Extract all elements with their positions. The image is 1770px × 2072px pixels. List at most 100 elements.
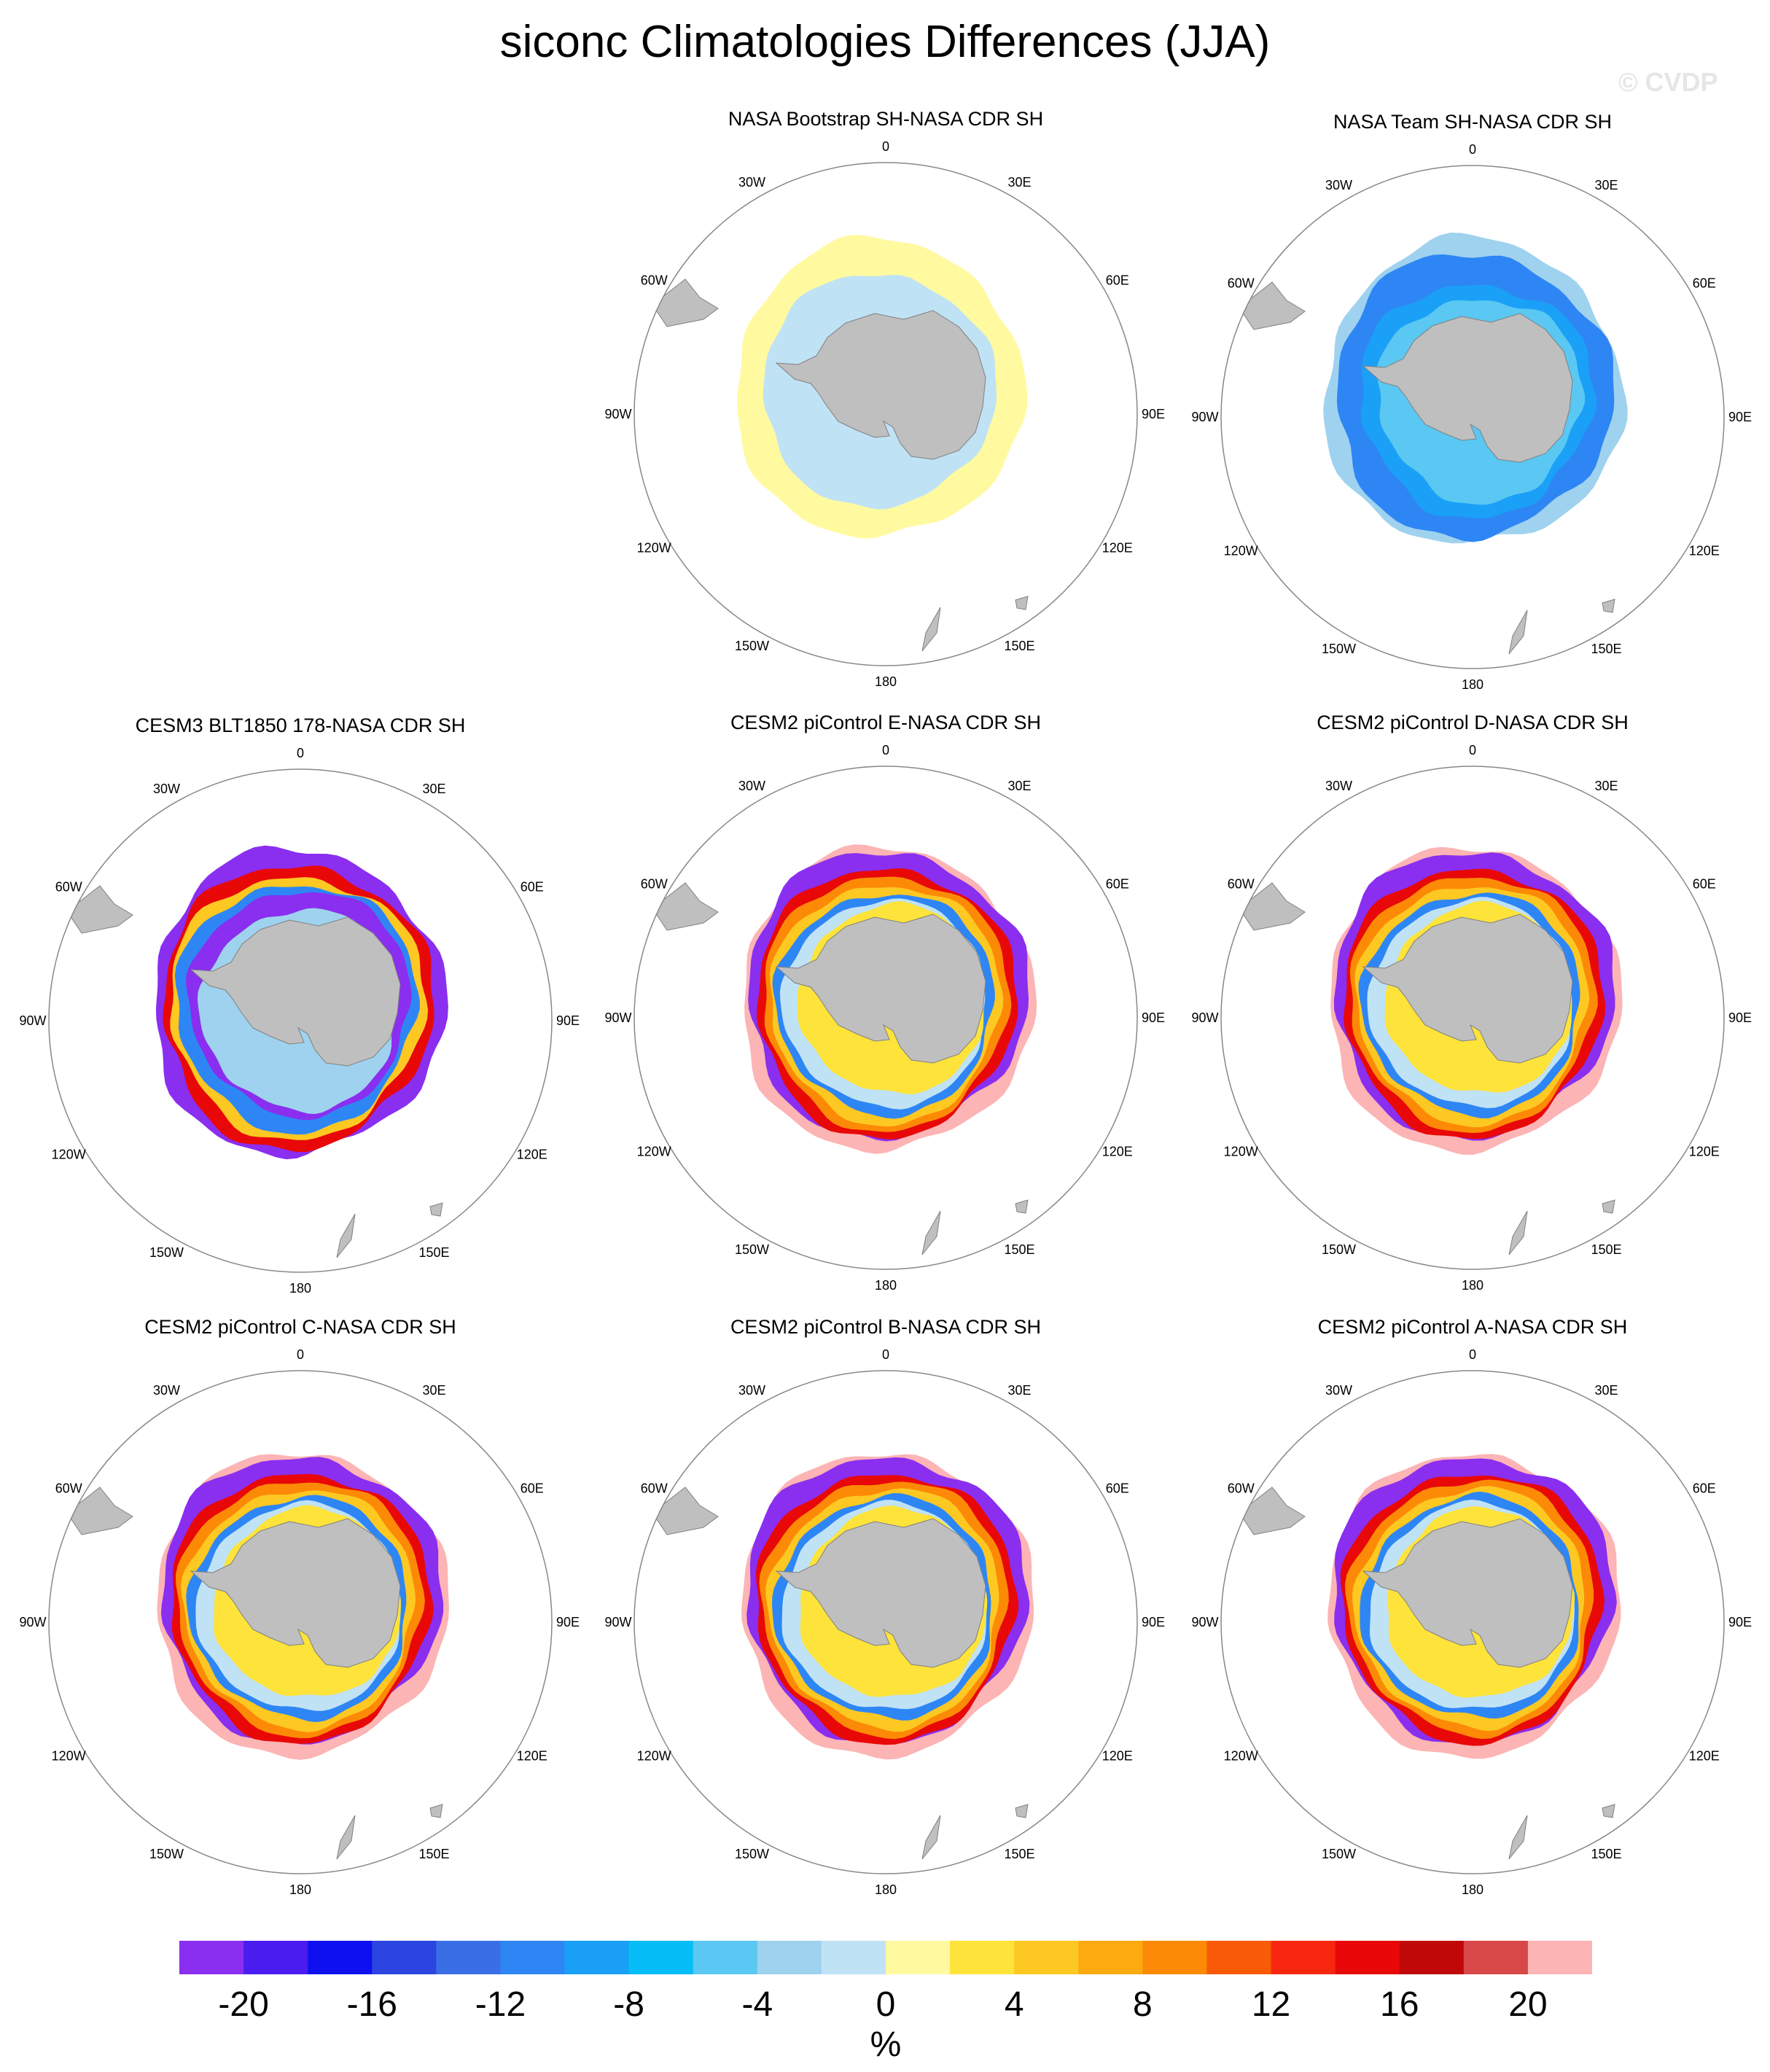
colorbar-box [1014, 1941, 1079, 1974]
colorbar-box [1206, 1941, 1272, 1974]
longitude-label: 150W [149, 1245, 184, 1260]
longitude-label: 60W [641, 877, 668, 892]
longitude-label: 90E [556, 1013, 580, 1028]
longitude-label: 120W [637, 1145, 671, 1159]
tasmania-landmass [1015, 1199, 1029, 1214]
longitude-label: 90W [604, 407, 631, 421]
longitude-label: 120W [637, 541, 671, 556]
longitude-label: 0 [882, 1347, 889, 1362]
longitude-label: 0 [1469, 142, 1476, 157]
longitude-label: 120E [1689, 1749, 1720, 1764]
longitude-label: 90W [604, 1010, 631, 1025]
longitude-label: 60E [521, 880, 544, 895]
longitude-label: 150E [1591, 1242, 1621, 1257]
colorbar-units: % [870, 2025, 902, 2064]
tasmania-landmass [1015, 596, 1029, 610]
watermark: © CVDP [1618, 67, 1718, 97]
antarctica-landmass [190, 1518, 401, 1668]
longitude-label: 30E [1007, 1383, 1031, 1398]
polar-map: 0 30E 60E 90E 120E 150E 180 150W 120W 90W 60W 30W [1191, 1347, 1752, 1897]
longitude-label: 120E [1102, 1749, 1133, 1764]
south-america-landmass [652, 882, 719, 931]
colorbar-tick-label: 12 [1251, 1985, 1291, 2024]
map-panel: NASA Team SH-NASA CDR SH 0 30E 60E 90E 120E 15… [1181, 111, 1764, 723]
south-america-landmass [652, 1487, 719, 1535]
longitude-label: 180 [875, 1278, 897, 1293]
colorbar-tick-label: -20 [218, 1985, 269, 2024]
longitude-label: 30W [1325, 779, 1352, 793]
antarctica-landmass [775, 1518, 986, 1668]
colorbar-box [436, 1941, 501, 1974]
south-america-landmass [1239, 882, 1306, 931]
colorbar-box [1078, 1941, 1143, 1974]
longitude-label: 60W [1228, 1481, 1255, 1496]
longitude-label: 90W [1191, 1615, 1218, 1629]
longitude-label: 90E [1728, 1010, 1752, 1025]
longitude-label: 30W [738, 779, 765, 793]
longitude-label: 180 [1462, 677, 1484, 692]
longitude-label: 30W [738, 1383, 765, 1398]
new-zealand-landmass [1508, 1210, 1528, 1255]
colorbar-tick-label: 0 [876, 1985, 896, 2024]
south-america-landmass [1239, 281, 1306, 330]
map-panel: CESM2 piControl A-NASA CDR SH 0 30E 60E 90E 1… [1181, 1316, 1764, 1928]
longitude-label: 150W [735, 1847, 769, 1861]
longitude-label: 90W [19, 1615, 46, 1629]
tasmania-landmass [1015, 1804, 1029, 1818]
colorbar-box [564, 1941, 630, 1974]
longitude-label: 90W [1191, 1010, 1218, 1025]
colorbar-box [1463, 1941, 1529, 1974]
colorbar-box [628, 1941, 694, 1974]
longitude-label: 90E [1142, 1010, 1165, 1025]
longitude-label: 120W [1224, 544, 1258, 558]
antarctica-landmass [1362, 313, 1573, 463]
longitude-label: 60E [1693, 276, 1716, 291]
longitude-label: 180 [289, 1281, 311, 1296]
longitude-label: 0 [1469, 743, 1476, 757]
longitude-label: 30W [153, 1383, 180, 1398]
map-boundary-circle [1220, 165, 1725, 669]
tasmania-landmass [1602, 1804, 1615, 1818]
longitude-label: 150W [735, 1242, 769, 1257]
longitude-label: 180 [1462, 1882, 1484, 1897]
colorbar-box [500, 1941, 566, 1974]
longitude-label: 150E [418, 1245, 449, 1260]
longitude-label: 150W [1322, 642, 1356, 656]
colorbar-box [308, 1941, 373, 1974]
colorbar-box [886, 1941, 951, 1974]
map-boundary-circle [633, 1370, 1138, 1874]
map-panel: CESM2 piControl B-NASA CDR SH 0 30E 60E 90E 1… [594, 1316, 1177, 1928]
longitude-label: 150E [1004, 1847, 1034, 1861]
tasmania-landmass [429, 1202, 443, 1217]
longitude-label: 180 [289, 1882, 311, 1897]
tasmania-landmass [1602, 1199, 1615, 1214]
colorbar-tick-label: 20 [1508, 1985, 1548, 2024]
colorbar-box [1142, 1941, 1207, 1974]
colorbar-tick-label: -16 [346, 1985, 397, 2024]
longitude-label: 150W [735, 639, 769, 653]
longitude-label: 60W [641, 273, 668, 288]
colorbar-box [243, 1941, 308, 1974]
colorbar-box [1527, 1941, 1593, 1974]
longitude-label: 120E [1689, 544, 1720, 558]
longitude-label: 120E [1102, 1145, 1133, 1159]
panel-title: NASA Team SH-NASA CDR SH [1333, 111, 1613, 133]
longitude-label: 60E [1106, 877, 1129, 892]
colorbar-box [372, 1941, 437, 1974]
longitude-label: 120W [1224, 1145, 1258, 1159]
longitude-label: 150E [1004, 639, 1034, 653]
colorbar-tick-label: 16 [1380, 1985, 1419, 2024]
south-america-landmass [66, 1487, 133, 1535]
colorbar-tick-label: 4 [1004, 1985, 1024, 2024]
longitude-label: 90E [556, 1615, 580, 1629]
longitude-label: 150W [1322, 1847, 1356, 1861]
colorbar: -20 -16 -12 -8 -4 0 4 8 12 16 20 % [179, 1941, 1593, 2072]
colorbar-box [693, 1941, 758, 1974]
longitude-label: 0 [882, 743, 889, 757]
antarctica-landmass [775, 914, 986, 1064]
longitude-label: 60W [1228, 877, 1255, 892]
longitude-label: 150E [1591, 642, 1621, 656]
longitude-label: 60E [1106, 1481, 1129, 1496]
panel-title: CESM2 piControl A-NASA CDR SH [1317, 1316, 1628, 1338]
polar-map: 0 30E 60E 90E 120E 150E 180 150W 120W 90W 60W 30W [604, 1347, 1165, 1897]
